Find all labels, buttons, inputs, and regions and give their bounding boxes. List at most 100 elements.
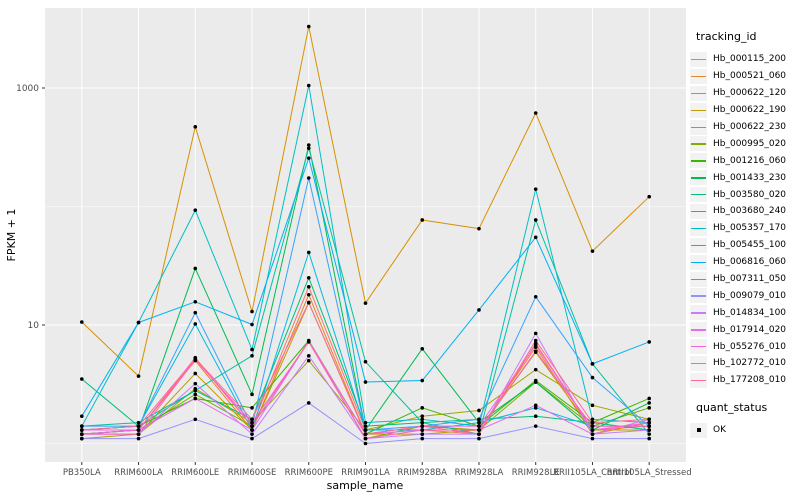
legend-item-Hb_000622_230: Hb_000622_230 (690, 119, 800, 136)
legend-line-swatch (690, 237, 707, 253)
legend-line-swatch (690, 288, 707, 304)
legend-line-swatch (690, 271, 707, 287)
legend-item-Hb_000995_020: Hb_000995_020 (690, 135, 800, 152)
data-point-Hb_003680_240 (647, 432, 651, 436)
data-point-Hb_014834_100 (250, 432, 254, 436)
legend-line-swatch (690, 119, 707, 135)
data-point-Hb_005357_170 (363, 420, 368, 425)
data-point-Hb_007311_050 (363, 428, 368, 432)
legend-item-Hb_007311_050: Hb_007311_050 (690, 271, 800, 288)
data-point-Hb_000622_120 (136, 374, 141, 378)
data-point-Hb_102772_010 (306, 340, 311, 344)
legend-label: Hb_000622_120 (713, 88, 787, 99)
data-point-Hb_005357_170 (590, 417, 595, 422)
legend-item-Hb_009079_010: Hb_009079_010 (690, 287, 800, 304)
data-point-Hb_177208_010 (306, 300, 311, 305)
data-point-Hb_005357_170 (533, 187, 538, 191)
data-point-Hb_102772_010 (420, 428, 425, 432)
data-point-Hb_003680_240 (193, 388, 198, 393)
data-point-Hb_102772_010 (363, 436, 368, 441)
data-point-Hb_001216_060 (420, 406, 425, 410)
data-point-Hb_000622_120 (477, 226, 481, 231)
data-point-Hb_000995_020 (647, 406, 651, 410)
data-point-Hb_000622_120 (533, 111, 538, 115)
legend-label: Hb_009079_010 (713, 290, 787, 301)
data-point-Hb_177208_010 (647, 417, 651, 422)
data-point-Hb_007311_050 (80, 424, 84, 428)
legend-label: Hb_005455_100 (713, 240, 787, 251)
legend-label: Hb_007311_050 (713, 274, 787, 285)
data-point-Hb_005357_170 (193, 208, 198, 213)
data-point-Hb_014834_100 (647, 428, 651, 432)
data-point-Hb_000622_120 (590, 249, 595, 253)
legend-item-Hb_005357_170: Hb_005357_170 (690, 220, 800, 237)
legend-item-Hb_001433_230: Hb_001433_230 (690, 169, 800, 186)
data-point-Hb_017914_020 (533, 403, 538, 408)
legend-title-tracking-id: tracking_id (696, 30, 757, 43)
data-point-Hb_014834_100 (533, 331, 538, 336)
data-point-Hb_005357_170 (250, 347, 254, 352)
data-point-Hb_055276_010 (477, 424, 481, 428)
quant-ok-point-icon (690, 422, 707, 438)
legend-line-swatch (690, 220, 707, 236)
data-point-Hb_000622_120 (193, 125, 198, 129)
legend-label: Hb_001216_060 (713, 155, 787, 166)
legend-line-swatch (690, 305, 707, 321)
data-point-Hb_003580_020 (533, 414, 538, 418)
data-point-Hb_001433_230 (250, 392, 254, 397)
data-point-Hb_001433_230 (193, 266, 198, 271)
data-point-Hb_006816_060 (193, 299, 198, 304)
x-tick-label: RRIM928BA (397, 468, 447, 478)
legend-item-Hb_102772_010: Hb_102772_010 (690, 355, 800, 372)
legend-line-swatch (690, 51, 707, 67)
data-point-Hb_014834_100 (306, 353, 311, 358)
x-tick-label: RRIM600PE (285, 468, 333, 478)
data-point-Hb_006816_060 (647, 340, 651, 344)
legend-item-quant-ok: OK (690, 422, 800, 439)
data-point-Hb_006816_060 (420, 378, 425, 383)
data-point-Hb_000622_120 (80, 320, 84, 324)
data-point-Hb_055276_010 (136, 428, 141, 432)
data-point-Hb_000622_120 (363, 301, 368, 305)
data-point-Hb_000622_120 (420, 218, 425, 222)
legend-item-Hb_005455_100: Hb_005455_100 (690, 237, 800, 254)
data-point-Hb_000115_200 (306, 285, 311, 289)
data-point-Hb_177208_010 (80, 428, 84, 432)
x-axis-title: sample_name (327, 479, 404, 492)
data-point-Hb_000622_120 (250, 309, 254, 314)
data-point-Hb_102772_010 (647, 424, 651, 428)
legend-item-Hb_001216_060: Hb_001216_060 (690, 152, 800, 169)
legend: tracking_id Hb_000115_200 Hb_000521_060 Hb… (690, 30, 800, 439)
data-point-Hb_006816_060 (136, 320, 141, 325)
legend-line-swatch (690, 85, 707, 101)
legend-label: Hb_000622_190 (713, 105, 787, 116)
data-point-Hb_007311_050 (193, 310, 198, 315)
x-tick-label: RRIM600SE (228, 468, 277, 478)
legend-label: Hb_003580_020 (713, 189, 787, 200)
data-point-Hb_003680_240 (363, 359, 368, 364)
data-point-Hb_009079_010 (306, 401, 311, 405)
data-point-Hb_000622_230 (590, 403, 595, 408)
data-point-Hb_102772_010 (136, 432, 141, 436)
data-point-Hb_005455_100 (477, 420, 481, 425)
legend-item-Hb_003580_020: Hb_003580_020 (690, 186, 800, 203)
data-point-Hb_017914_020 (193, 396, 198, 401)
data-point-Hb_055276_010 (250, 424, 254, 428)
x-tick-label: RRII105LA_Control (553, 468, 632, 478)
data-point-Hb_177208_010 (420, 424, 425, 428)
data-point-Hb_177208_010 (250, 417, 254, 422)
legend-label: Hb_177208_010 (713, 375, 787, 386)
legend-label: Hb_000521_060 (713, 71, 787, 82)
legend-label: Hb_055276_010 (713, 341, 787, 352)
legend-label: Hb_000115_200 (713, 54, 787, 65)
data-point-Hb_000521_060 (306, 292, 311, 297)
data-point-Hb_177208_010 (136, 424, 141, 428)
data-point-Hb_014834_100 (420, 432, 425, 436)
x-tick-label: RRIM901LA (341, 468, 390, 478)
legend-line-swatch (690, 153, 707, 169)
legend-line-swatch (690, 136, 707, 152)
data-point-Hb_001433_230 (306, 143, 311, 147)
data-point-Hb_006816_060 (250, 322, 254, 327)
legend-line-swatch (690, 254, 707, 270)
data-point-Hb_003680_240 (136, 420, 141, 425)
